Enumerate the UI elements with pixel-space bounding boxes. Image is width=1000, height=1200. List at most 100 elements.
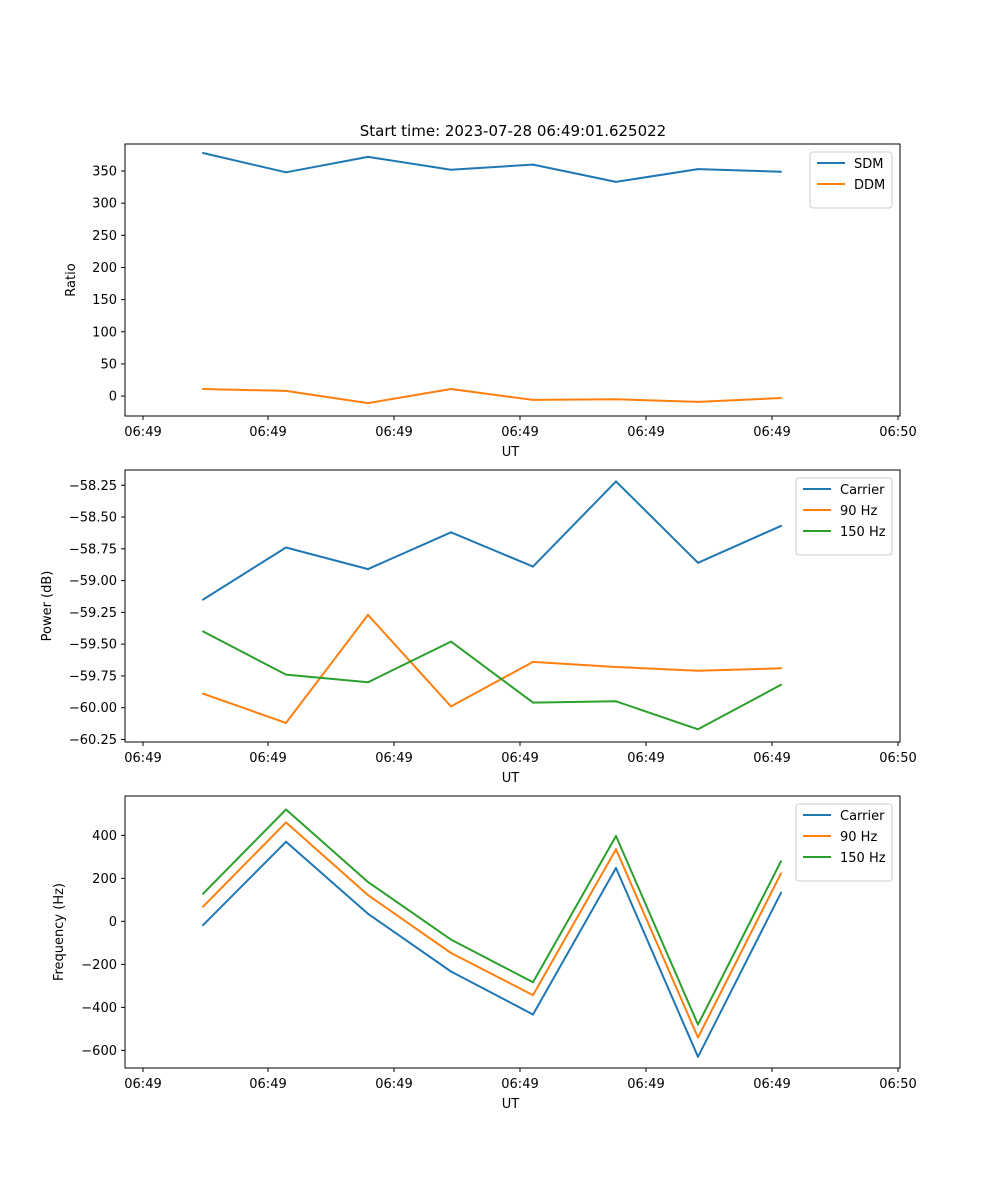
legend-label: SDM (854, 157, 883, 172)
x-tick-label: 06:49 (249, 1077, 286, 1092)
x-tick-label: 06:49 (501, 1077, 538, 1092)
legend-label: 150 Hz (840, 851, 886, 866)
legend-label: Carrier (840, 809, 885, 824)
data-point (285, 171, 287, 174)
y-tick-label: −59.00 (69, 574, 117, 589)
y-axis-label: Frequency (Hz) (52, 883, 67, 981)
data-point (697, 1055, 699, 1058)
x-tick-label: 06:49 (375, 1077, 412, 1092)
data-point (202, 924, 204, 927)
x-tick-label: 06:50 (879, 425, 916, 440)
data-point (450, 970, 452, 973)
y-tick-label: 200 (92, 261, 117, 276)
data-point (697, 561, 699, 564)
data-point (697, 1023, 699, 1026)
y-tick-label: −58.50 (69, 511, 117, 526)
x-tick-label: 06:49 (753, 751, 790, 766)
data-point (202, 892, 204, 895)
x-tick-label: 06:49 (627, 1077, 664, 1092)
y-tick-label: −59.75 (69, 669, 117, 684)
data-point (780, 860, 782, 863)
data-point (367, 881, 369, 883)
data-point (532, 701, 534, 704)
plot-area-frame (124, 469, 901, 743)
data-point (615, 480, 617, 483)
series-line-carrier (202, 480, 782, 601)
data-point (202, 388, 204, 390)
y-tick-label: −59.50 (69, 638, 117, 653)
x-tick-label: 06:49 (124, 1077, 161, 1092)
series-line-150-hz (202, 630, 782, 731)
data-point (615, 700, 617, 703)
series-line-ddm (202, 388, 782, 405)
x-tick-label: 06:49 (753, 1077, 790, 1092)
legend-label: 90 Hz (840, 504, 877, 519)
data-point (367, 613, 369, 616)
subplot-2: 06:49 06:49 06:49 06:49 06:49 06:49 06:50 −60.2… (40, 469, 917, 786)
y-tick-label: 0 (109, 390, 117, 405)
data-point (615, 666, 617, 668)
data-point (285, 721, 287, 724)
series-line-sdm (202, 152, 782, 183)
data-point (202, 152, 204, 154)
data-point (450, 531, 452, 534)
legend-label: 90 Hz (840, 830, 877, 845)
data-point (615, 398, 617, 401)
x-tick-label: 06:49 (249, 751, 286, 766)
data-point (367, 155, 369, 158)
legend: SDM DDM (809, 151, 893, 209)
data-point (202, 692, 204, 695)
data-point (367, 912, 369, 915)
data-point (697, 728, 699, 731)
data-point (697, 1036, 699, 1039)
data-point (367, 402, 369, 405)
legend: Carrier 90 Hz 150 Hz (795, 477, 893, 556)
y-tick-label: 50 (100, 357, 117, 372)
y-tick-label: −60.25 (69, 733, 117, 748)
y-tick-label: −58.75 (69, 542, 117, 557)
series-line-150-hz (202, 808, 782, 1026)
y-tick-label: −58.25 (69, 479, 117, 494)
data-point (780, 891, 782, 894)
data-point (780, 397, 782, 399)
data-point (285, 821, 287, 824)
x-tick-label: 06:49 (124, 751, 161, 766)
data-point (450, 388, 452, 390)
data-point (450, 168, 452, 171)
x-tick-label: 06:49 (249, 425, 286, 440)
data-point (532, 660, 534, 663)
x-axis-label: UT (502, 771, 520, 786)
data-point (285, 389, 287, 392)
subplots: 06:49 06:49 06:49 06:49 06:49 06:49 06:50 0 50 10… (40, 143, 917, 1112)
data-point (697, 400, 699, 403)
series-line-90-hz (202, 613, 782, 724)
subplot-1: 06:49 06:49 06:49 06:49 06:49 06:49 06:50 0 50 10… (64, 143, 917, 460)
data-point (285, 546, 287, 549)
y-tick-label: 250 (92, 229, 117, 244)
x-tick-label: 06:50 (879, 751, 916, 766)
data-point (780, 872, 782, 875)
data-point (615, 867, 617, 869)
figure-title: Start time: 2023-07-28 06:49:01.625022 (360, 122, 666, 140)
y-tick-label: 300 (92, 197, 117, 212)
plot-area-frame (124, 795, 901, 1069)
data-point (780, 524, 782, 527)
data-point (615, 835, 617, 837)
x-tick-label: 06:49 (627, 751, 664, 766)
data-point (780, 170, 782, 173)
legend-box (809, 151, 893, 209)
x-tick-label: 06:49 (375, 425, 412, 440)
x-tick-label: 06:49 (375, 751, 412, 766)
x-tick-label: 06:49 (501, 425, 538, 440)
y-tick-label: 100 (92, 325, 117, 340)
x-tick-label: 06:49 (501, 751, 538, 766)
data-point (450, 938, 452, 941)
data-point (780, 667, 782, 670)
legend-label: DDM (854, 178, 885, 193)
data-point (615, 848, 617, 851)
y-tick-label: 0 (109, 915, 117, 930)
x-axis-label: UT (502, 445, 520, 460)
data-point (532, 398, 534, 401)
y-axis-label: Power (dB) (40, 571, 55, 642)
